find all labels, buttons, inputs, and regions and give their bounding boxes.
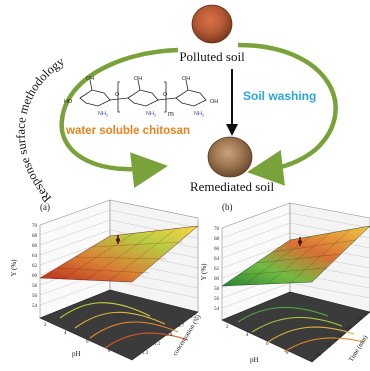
y-tick-labels-a: 0.5 0.7 0.9 1.1 1.3: [142, 315, 197, 356]
z-tick-a-2: 66: [32, 244, 38, 249]
z-tick-a-4: 62: [32, 264, 38, 269]
y-tick-b-1: 30: [346, 326, 352, 331]
z-tick-a-1: 68: [32, 234, 38, 239]
x-tick-labels-b: 2 4 6 8: [226, 325, 289, 356]
z-axis-label-b: Y (%): [200, 263, 208, 281]
left-curved-arrow: [59, 47, 179, 188]
x-tick-a-1: 4: [64, 331, 67, 336]
o-link-2: O: [163, 92, 168, 98]
rsm-arc-textpath: Response surface methodology: [14, 54, 68, 205]
response-surface-b: [221, 225, 370, 287]
z-tick-labels-a: 70 68 66 64 62 60 58 56 54: [32, 224, 38, 309]
z-tick-a-6: 58: [32, 284, 38, 289]
z-tick-labels-b: 70 68 66 64 62 60 58 56 54: [214, 227, 220, 312]
z-tick-a-0: 70: [32, 224, 38, 229]
y-tick-a-3: 1.1: [154, 342, 161, 347]
y-tick-a-2: 0.9: [166, 333, 173, 338]
z-tick-b-0: 70: [214, 227, 220, 232]
x-tick-b-2: 6: [266, 342, 269, 347]
nh2-group-3: NH2: [194, 111, 205, 118]
x-tick-b-3: 8: [286, 351, 289, 356]
chitosan-structure: [79, 79, 207, 113]
floor-contour-lines-b: [237, 306, 365, 353]
polluted-soil-image: [191, 4, 233, 44]
oh-group-2: OH: [134, 76, 142, 82]
panel-label-a: (a): [40, 202, 50, 212]
floor-contour-lines-a: [59, 302, 189, 349]
ho-group: HO: [64, 99, 73, 105]
chitosan-label: water soluble chitosan: [65, 125, 190, 137]
y-tick-labels-b: 10 30 50 70 90: [316, 317, 362, 358]
x-axis-label-b: pH: [250, 356, 259, 364]
z-tick-a-8: 54: [32, 304, 38, 309]
surface-plot-a: (a) 70 68 66 64 62 60 58 56 54 Y (%) 2 4…: [10, 199, 202, 361]
repeat-subscript-m: m: [168, 111, 174, 118]
response-surface-a: [39, 225, 199, 283]
z-tick-b-3: 64: [214, 257, 220, 262]
z-tick-b-8: 54: [214, 307, 220, 312]
y-tick-b-4: 90: [316, 353, 322, 358]
x-tick-b-1: 4: [246, 333, 249, 338]
soil-washing-label: Soil washing: [243, 89, 316, 103]
y-tick-b-0: 10: [356, 317, 362, 322]
x-axis-label-a: pH: [72, 350, 81, 358]
z-tick-b-2: 66: [214, 247, 220, 252]
y-tick-b-3: 70: [326, 344, 332, 349]
y-tick-a-4: 1.3: [142, 351, 149, 356]
z-tick-a-5: 60: [32, 274, 38, 279]
x-tick-labels-a: 2 4 6 8: [44, 323, 111, 354]
z-tick-b-1: 68: [214, 237, 220, 242]
x-tick-a-2: 6: [86, 340, 89, 345]
floor-contour-b: [221, 291, 370, 363]
y-tick-a-1: 0.7: [178, 324, 185, 329]
x-tick-a-0: 2: [44, 323, 47, 328]
nh2-group-2: NH2: [146, 111, 157, 118]
down-arrow-head: [226, 124, 238, 136]
rsm-arc-label: Response surface methodology: [14, 54, 68, 205]
polluted-soil-label: Polluted soil: [179, 49, 245, 64]
z-tick-b-7: 56: [214, 297, 220, 302]
right-curved-arrow: [237, 42, 338, 186]
z-tick-b-4: 62: [214, 267, 220, 272]
panel-label-b: (b): [222, 202, 233, 212]
z-tick-b-6: 58: [214, 287, 220, 292]
nh2-group-1: NH2: [98, 111, 109, 118]
x-tick-a-3: 8: [108, 349, 111, 354]
z-tick-a-3: 64: [32, 254, 38, 259]
x-tick-b-0: 2: [226, 325, 229, 330]
z-tick-b-5: 60: [214, 277, 220, 282]
oh-group-4: OH: [210, 99, 218, 105]
remediated-soil-label: Remediated soil: [190, 179, 275, 194]
oh-group-3: OH: [182, 76, 190, 82]
surface-plot-b: (b) 70 68 66 64 62 60 58 56 54 Y (%) 2 4…: [200, 202, 370, 364]
o-link-1: O: [115, 92, 120, 98]
remediated-soil-image: [207, 136, 253, 178]
y-axis-label-b: Time (min): [348, 334, 370, 363]
y-tick-b-2: 50: [336, 335, 342, 340]
y-tick-a-0: 0.5: [190, 315, 197, 320]
surface-mesh-b: [238, 229, 357, 286]
z-tick-a-7: 56: [32, 294, 38, 299]
z-axis-label-a: Y (%): [10, 259, 18, 277]
oh-group-1: OH: [86, 76, 94, 82]
surface-mesh-a: [56, 227, 183, 282]
